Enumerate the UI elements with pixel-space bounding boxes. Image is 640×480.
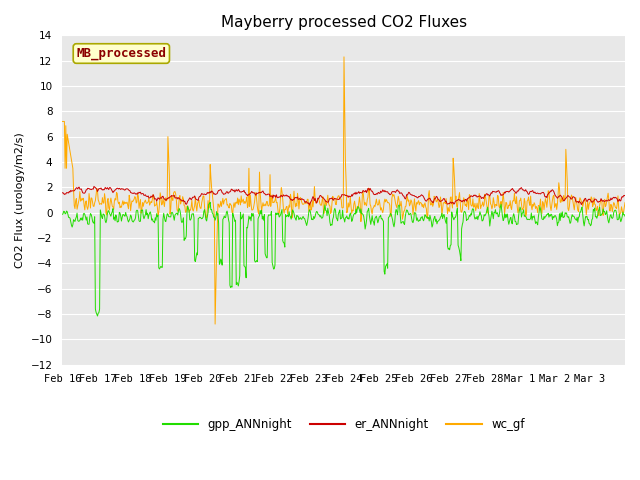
- wc_gf: [387, 213, 394, 219]
- gpp_ANNnight: [93, 313, 101, 319]
- wc_gf: [545, 188, 552, 193]
- Line: wc_gf: wc_gf: [62, 57, 625, 324]
- gpp_ANNnight: [93, 312, 100, 317]
- gpp_ANNnight: [621, 213, 629, 219]
- er_ANNnight: [486, 192, 494, 197]
- Text: MB_processed: MB_processed: [76, 47, 166, 60]
- gpp_ANNnight: [58, 211, 66, 217]
- er_ANNnight: [306, 202, 314, 208]
- er_ANNnight: [545, 191, 552, 197]
- gpp_ANNnight: [545, 210, 552, 216]
- gpp_ANNnight: [206, 200, 214, 205]
- Line: gpp_ANNnight: gpp_ANNnight: [62, 203, 625, 316]
- Title: Mayberry processed CO2 Fluxes: Mayberry processed CO2 Fluxes: [221, 15, 467, 30]
- Y-axis label: CO2 Flux (urology/m2/s): CO2 Flux (urology/m2/s): [15, 132, 25, 268]
- wc_gf: [419, 204, 426, 210]
- Line: er_ANNnight: er_ANNnight: [62, 186, 625, 205]
- wc_gf: [58, 119, 66, 124]
- gpp_ANNnight: [387, 211, 394, 216]
- er_ANNnight: [401, 196, 409, 202]
- er_ANNnight: [90, 183, 98, 189]
- wc_gf: [621, 200, 629, 205]
- gpp_ANNnight: [419, 214, 426, 219]
- wc_gf: [401, 204, 409, 209]
- gpp_ANNnight: [401, 214, 409, 219]
- er_ANNnight: [621, 193, 629, 199]
- wc_gf: [211, 321, 219, 327]
- wc_gf: [486, 201, 494, 206]
- wc_gf: [340, 54, 348, 60]
- er_ANNnight: [93, 189, 101, 194]
- wc_gf: [93, 185, 100, 191]
- er_ANNnight: [387, 192, 394, 197]
- gpp_ANNnight: [486, 217, 494, 223]
- Legend: gpp_ANNnight, er_ANNnight, wc_gf: gpp_ANNnight, er_ANNnight, wc_gf: [158, 413, 529, 436]
- er_ANNnight: [58, 190, 66, 196]
- er_ANNnight: [419, 192, 426, 198]
